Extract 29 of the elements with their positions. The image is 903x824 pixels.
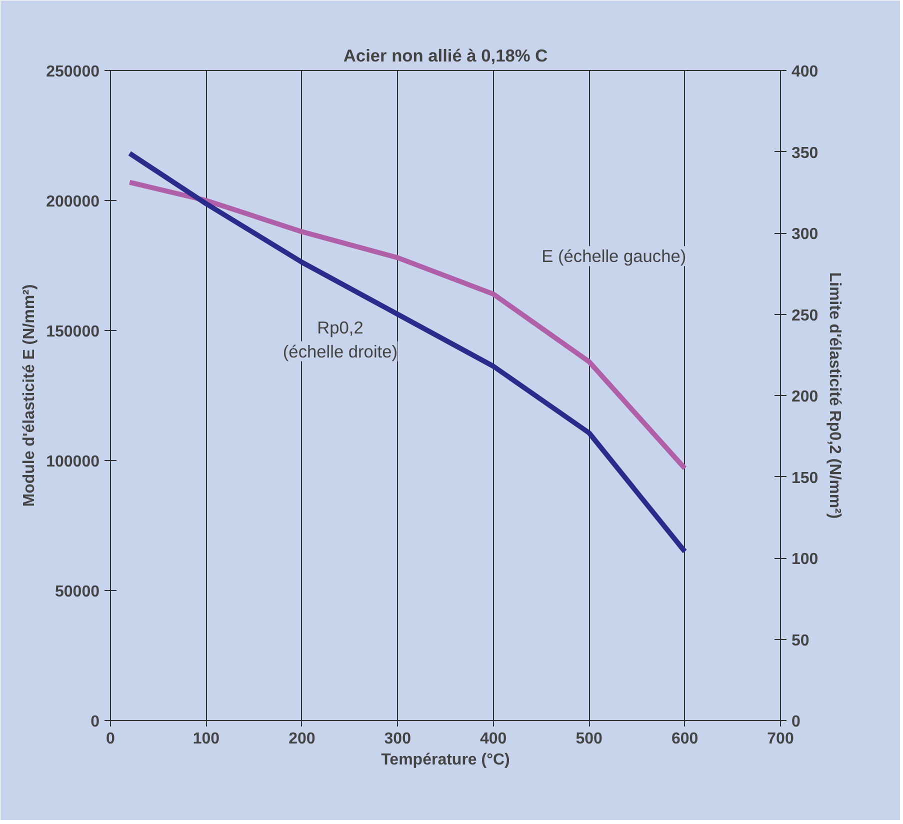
x-tick-label: 200 <box>288 730 316 748</box>
y-tick-label: 150000 <box>46 324 100 340</box>
y-tick-label: 100000 <box>46 454 100 470</box>
x-tick-label: 400 <box>480 730 507 748</box>
x-axis-title: Température (°C) <box>381 752 510 768</box>
chart-title: Acier non allié à 0,18% C <box>343 46 548 66</box>
x-tick-label: 0 <box>106 730 116 748</box>
y2-tick-label: 250 <box>792 307 818 324</box>
text: E (échelle gauche) <box>542 246 686 266</box>
y2-tick-label: 150 <box>792 470 818 487</box>
x-tick-label: 700 <box>767 730 794 748</box>
series-label: Rp0,2 (échelle droite) <box>282 317 398 362</box>
x-tick-label: 600 <box>671 730 698 748</box>
y2-tick-label: 400 <box>792 64 818 80</box>
y-tick-label: 50000 <box>55 584 100 600</box>
y-tick-label: 250000 <box>46 64 100 80</box>
y2-tick-label: 350 <box>792 144 818 162</box>
y2-tick-label: 300 <box>792 226 818 243</box>
y2-axis-title: Limite d'élasticité Rp0,2 (N/mm²) <box>826 272 844 519</box>
y-tick-label: 0 <box>90 714 100 730</box>
y2-tick-label: 50 <box>792 632 810 650</box>
y-tick-label: 200000 <box>46 194 100 210</box>
x-tick-label: 100 <box>192 730 220 748</box>
y-axis-title: Module d'élasticité E (N/mm²) <box>21 284 38 507</box>
x-tick-label: 500 <box>576 730 603 748</box>
y2-tick-label: 200 <box>792 388 818 406</box>
y2-tick-label: 0 <box>792 714 800 730</box>
y2-tick-label: 100 <box>792 551 818 568</box>
x-tick-label: 300 <box>384 730 412 748</box>
